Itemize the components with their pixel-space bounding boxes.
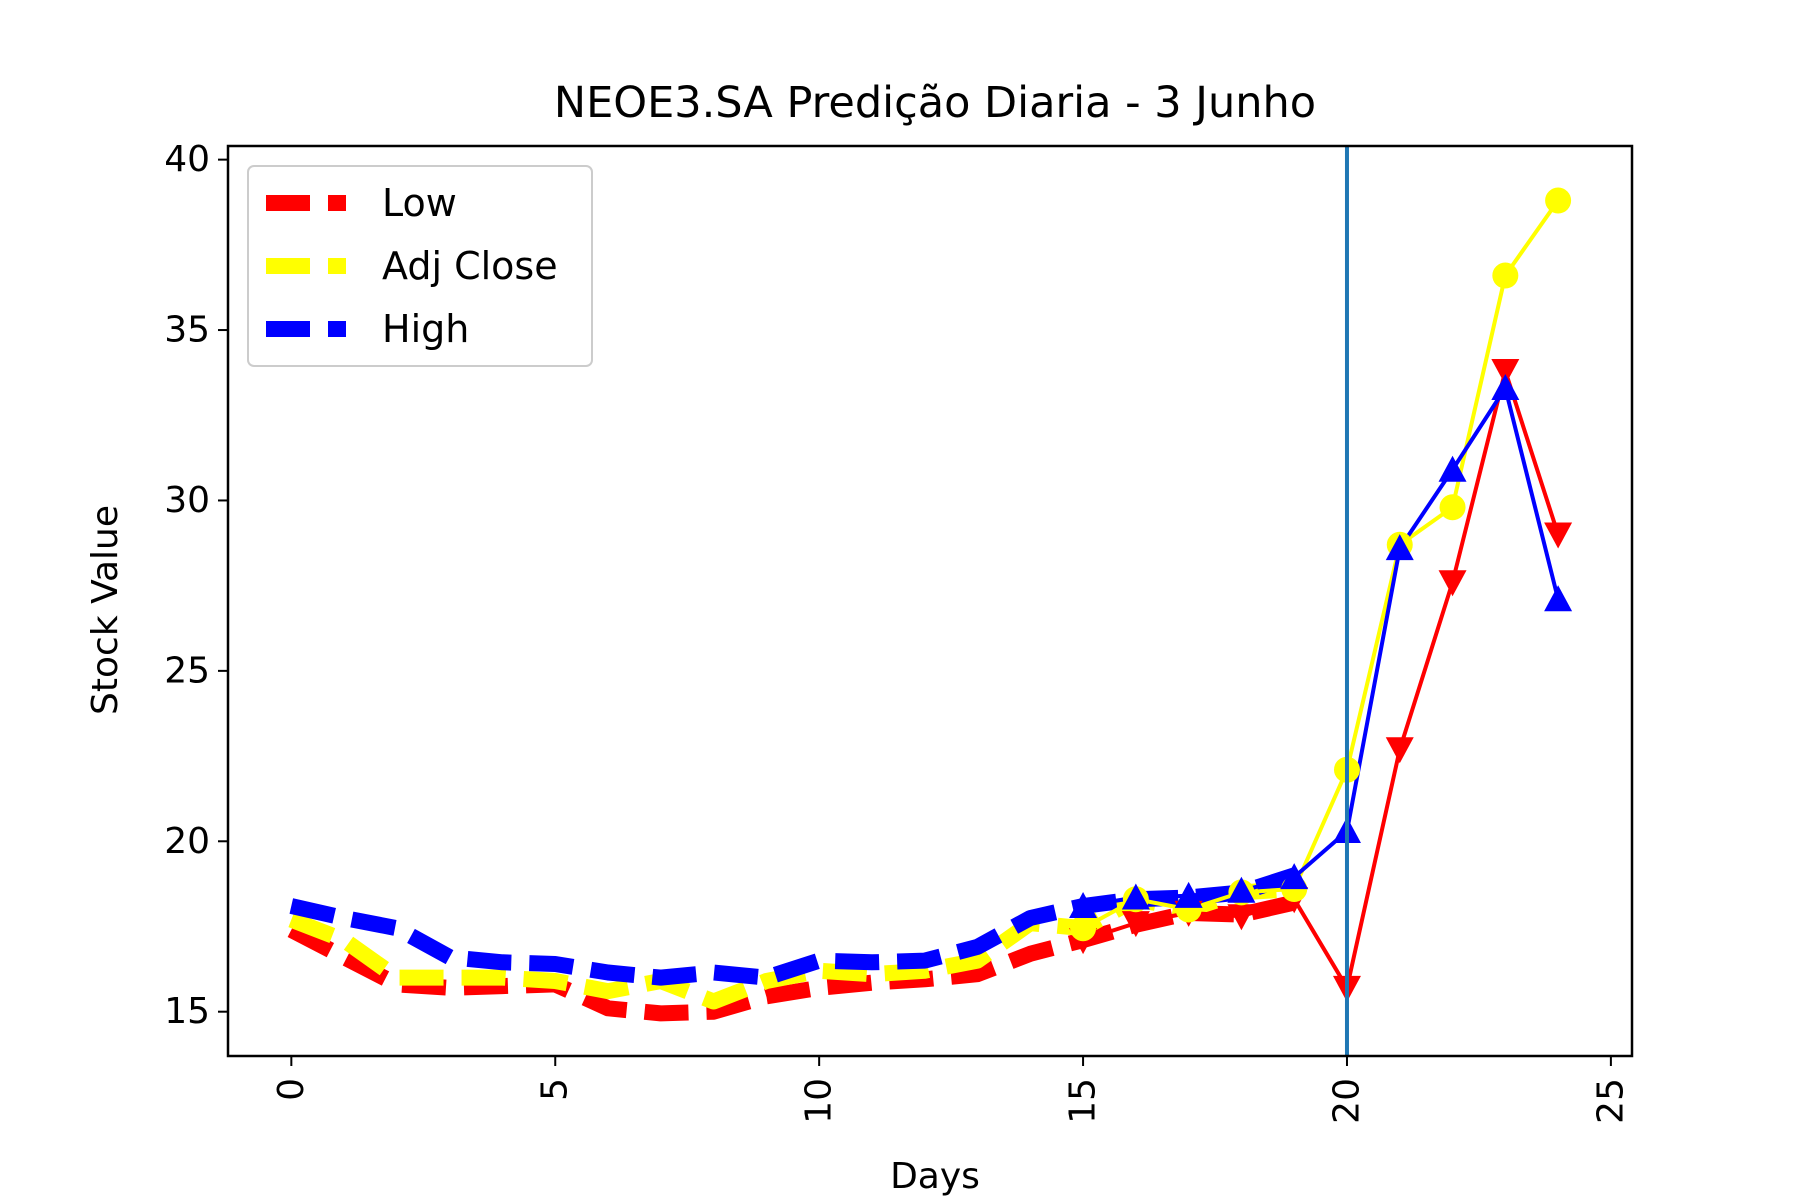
marker-0-9 [1544, 522, 1573, 549]
x-tick-label-4: 20 [1326, 1078, 1367, 1124]
x-tick-label-1: 5 [535, 1078, 576, 1101]
marker-0-6 [1385, 737, 1414, 764]
y-tick-label-1: 20 [164, 821, 210, 862]
marker-0-3 [1227, 904, 1256, 931]
legend: Low Adj Close High [247, 165, 593, 367]
y-tick-label-3: 30 [164, 480, 210, 521]
marker-2-0 [1069, 892, 1098, 919]
prediction-line-1 [1082, 199, 1560, 930]
x-axis-label: Days [890, 1156, 980, 1197]
marker-2-1 [1121, 883, 1150, 910]
history-line-0 [287, 894, 1296, 1022]
plot-series [287, 146, 1573, 1056]
marker-1-0 [1070, 915, 1097, 942]
y-tick-label-2: 25 [164, 650, 210, 691]
legend-label-0: Low [382, 181, 457, 225]
marker-2-7 [1438, 455, 1467, 482]
marker-2-8 [1491, 373, 1520, 400]
x-tick-label-0: 0 [271, 1078, 312, 1101]
marker-1-7 [1439, 494, 1466, 521]
prediction-line-2 [1082, 386, 1561, 908]
marker-0-1 [1121, 911, 1150, 938]
marker-1-9 [1545, 187, 1572, 214]
marker-2-9 [1544, 585, 1573, 612]
marker-2-3 [1227, 876, 1256, 903]
marker-0-7 [1438, 570, 1467, 597]
axes: 0 5 10 15 20 25 15 20 25 30 35 40 [164, 139, 1634, 1124]
y-axis-label: Stock Value [85, 505, 126, 715]
prediction-line-0 [1082, 368, 1561, 990]
legend-label-1: Adj Close [382, 244, 558, 288]
marker-2-6 [1385, 534, 1414, 561]
marker-1-8 [1492, 262, 1519, 289]
plot-frame [226, 144, 1634, 1058]
y-tick-label-0: 15 [164, 991, 210, 1032]
marker-2-2 [1174, 881, 1203, 908]
legend-label-2: High [382, 307, 469, 351]
x-tick-label-3: 15 [1063, 1078, 1104, 1124]
marker-2-4 [1280, 863, 1309, 890]
plot-area [287, 146, 1573, 1056]
chart-title: NEOE3.SA Predição Diaria - 3 Junho [554, 78, 1316, 128]
legend-box [247, 165, 593, 367]
x-tick-label-5: 25 [1590, 1078, 1631, 1124]
y-tick-label-5: 40 [164, 139, 210, 180]
y-tick-label-4: 35 [164, 310, 210, 351]
marker-0-8 [1491, 358, 1520, 385]
x-tick-label-2: 10 [799, 1078, 840, 1124]
history-line-2 [289, 867, 1297, 986]
